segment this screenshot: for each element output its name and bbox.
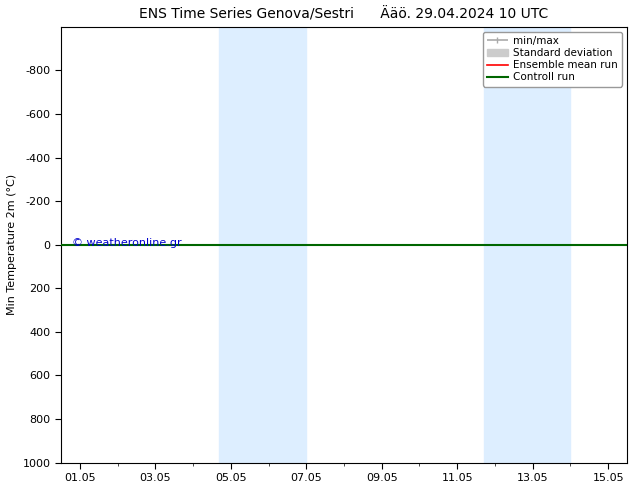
Bar: [484, 27, 571, 463]
Bar: [219, 27, 306, 463]
Legend: min/max, Standard deviation, Ensemble mean run, Controll run: min/max, Standard deviation, Ensemble me…: [482, 32, 622, 87]
Title: ENS Time Series Genova/Sestri      Ääö. 29.04.2024 10 UTC: ENS Time Series Genova/Sestri Ääö. 29.04…: [139, 7, 548, 22]
Text: © weatheronline.gr: © weatheronline.gr: [72, 238, 182, 247]
Y-axis label: Min Temperature 2m (°C): Min Temperature 2m (°C): [7, 174, 17, 315]
